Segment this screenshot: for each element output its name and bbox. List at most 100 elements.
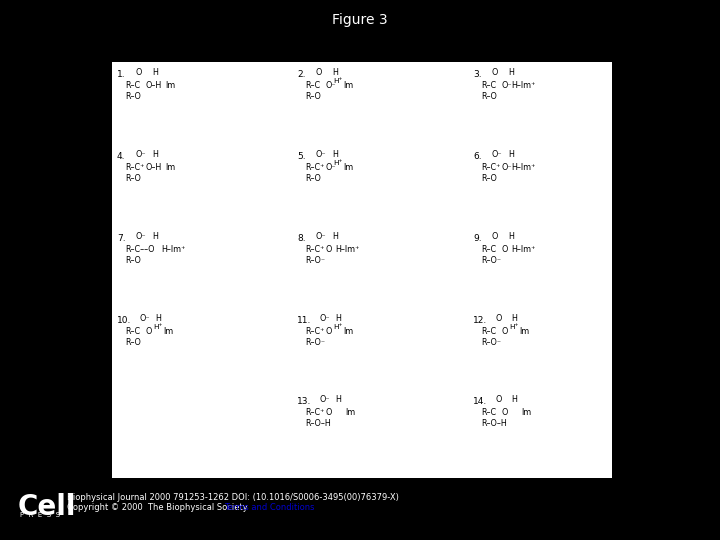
FancyBboxPatch shape <box>112 62 612 478</box>
Text: H–Im⁺: H–Im⁺ <box>335 245 359 254</box>
Text: O: O <box>501 327 508 336</box>
Text: O⁻: O⁻ <box>501 163 512 172</box>
Text: H–Im⁺: H–Im⁺ <box>511 81 536 90</box>
Text: O: O <box>325 245 331 254</box>
Text: O: O <box>325 327 331 336</box>
Text: H: H <box>335 314 341 323</box>
Text: O: O <box>491 232 498 241</box>
Text: R–C––O: R–C––O <box>125 245 155 254</box>
Text: O: O <box>501 408 508 417</box>
Text: Im: Im <box>343 327 354 336</box>
Text: 12.: 12. <box>473 316 487 325</box>
Text: Terms and Conditions: Terms and Conditions <box>224 503 315 512</box>
Text: R–C: R–C <box>481 245 496 254</box>
Text: O⁻: O⁻ <box>135 232 145 241</box>
Text: Im: Im <box>165 81 175 90</box>
Text: R–C⁺: R–C⁺ <box>481 163 500 172</box>
Text: Im: Im <box>519 327 529 336</box>
Text: 13.: 13. <box>297 397 311 406</box>
Text: R–O: R–O <box>125 256 141 265</box>
Text: H⁺: H⁺ <box>509 324 518 330</box>
Text: O⁻: O⁻ <box>139 314 150 323</box>
Text: H–Im⁺: H–Im⁺ <box>511 245 536 254</box>
Text: Biophysical Journal 2000 791253-1262 DOI: (10.1016/S0006-3495(00)76379-X): Biophysical Journal 2000 791253-1262 DOI… <box>67 493 399 502</box>
Text: O: O <box>491 68 498 77</box>
Text: R–C: R–C <box>125 81 140 90</box>
Text: H⁺: H⁺ <box>333 78 343 84</box>
Text: H: H <box>511 395 517 404</box>
Text: O: O <box>501 245 508 254</box>
Text: R–O: R–O <box>125 174 141 183</box>
Text: R–C⁺: R–C⁺ <box>305 408 325 417</box>
Text: H⁺: H⁺ <box>153 324 163 330</box>
Text: R–C⁺: R–C⁺ <box>125 163 145 172</box>
Text: H–Im⁺: H–Im⁺ <box>511 163 536 172</box>
Text: 7.: 7. <box>117 234 125 243</box>
Text: O⁻: O⁻ <box>491 150 502 159</box>
Text: 8.: 8. <box>297 234 305 243</box>
Text: 4.: 4. <box>117 152 125 161</box>
Text: R–O⁻: R–O⁻ <box>481 256 501 265</box>
Text: O: O <box>135 68 141 77</box>
Text: 10.: 10. <box>117 316 131 325</box>
Text: R–O: R–O <box>125 338 141 347</box>
Text: 9.: 9. <box>473 234 482 243</box>
Text: O: O <box>315 68 321 77</box>
Text: 5.: 5. <box>297 152 305 161</box>
Text: 2.: 2. <box>297 70 305 79</box>
Text: O: O <box>495 314 501 323</box>
Text: H: H <box>508 232 514 241</box>
Text: Copyright © 2000  The Biophysical Society: Copyright © 2000 The Biophysical Society <box>67 503 251 512</box>
Text: O⁻: O⁻ <box>319 314 330 323</box>
Text: O⁻: O⁻ <box>319 395 330 404</box>
Text: R–C: R–C <box>481 327 496 336</box>
Text: H: H <box>332 150 338 159</box>
Text: R–C: R–C <box>481 408 496 417</box>
Text: Cell: Cell <box>18 493 76 521</box>
Text: H: H <box>508 150 514 159</box>
Text: H: H <box>332 232 338 241</box>
Text: H–Im⁺: H–Im⁺ <box>161 245 185 254</box>
Text: Im: Im <box>345 408 355 417</box>
Text: O⁻: O⁻ <box>315 150 325 159</box>
Text: R–O: R–O <box>481 92 497 101</box>
Text: O: O <box>145 327 151 336</box>
Text: O⁻: O⁻ <box>325 81 336 90</box>
Text: O⁻: O⁻ <box>325 163 336 172</box>
Text: H⁺: H⁺ <box>333 160 343 166</box>
Text: R–O–H: R–O–H <box>305 419 330 428</box>
Text: Im: Im <box>163 327 174 336</box>
Text: O⁻: O⁻ <box>315 232 325 241</box>
Text: R–C⁺: R–C⁺ <box>305 327 325 336</box>
Text: 6.: 6. <box>473 152 482 161</box>
Text: R–C: R–C <box>481 81 496 90</box>
Text: R–C: R–C <box>305 81 320 90</box>
Text: R–O: R–O <box>481 174 497 183</box>
Text: R–O⁻: R–O⁻ <box>481 338 501 347</box>
Text: R–O: R–O <box>305 92 321 101</box>
Text: R–C⁺: R–C⁺ <box>305 245 325 254</box>
Text: H: H <box>155 314 161 323</box>
Text: H: H <box>152 68 158 77</box>
Text: 3.: 3. <box>473 70 482 79</box>
Text: O–H: O–H <box>145 163 161 172</box>
Text: R–O–H: R–O–H <box>481 419 507 428</box>
Text: O: O <box>495 395 501 404</box>
Text: O–H: O–H <box>145 81 161 90</box>
Text: H: H <box>332 68 338 77</box>
Text: H: H <box>508 68 514 77</box>
Text: O⁻: O⁻ <box>135 150 145 159</box>
Text: H: H <box>152 150 158 159</box>
Text: O: O <box>325 408 331 417</box>
Text: O⁻: O⁻ <box>501 81 512 90</box>
Text: H: H <box>511 314 517 323</box>
Text: R–O⁻: R–O⁻ <box>305 256 325 265</box>
Text: H: H <box>152 232 158 241</box>
Text: H⁺: H⁺ <box>333 324 343 330</box>
Text: R–C: R–C <box>125 327 140 336</box>
Text: R–O⁻: R–O⁻ <box>305 338 325 347</box>
Text: Im: Im <box>343 163 354 172</box>
Text: Im: Im <box>521 408 531 417</box>
Text: H: H <box>335 395 341 404</box>
Text: Im: Im <box>165 163 175 172</box>
